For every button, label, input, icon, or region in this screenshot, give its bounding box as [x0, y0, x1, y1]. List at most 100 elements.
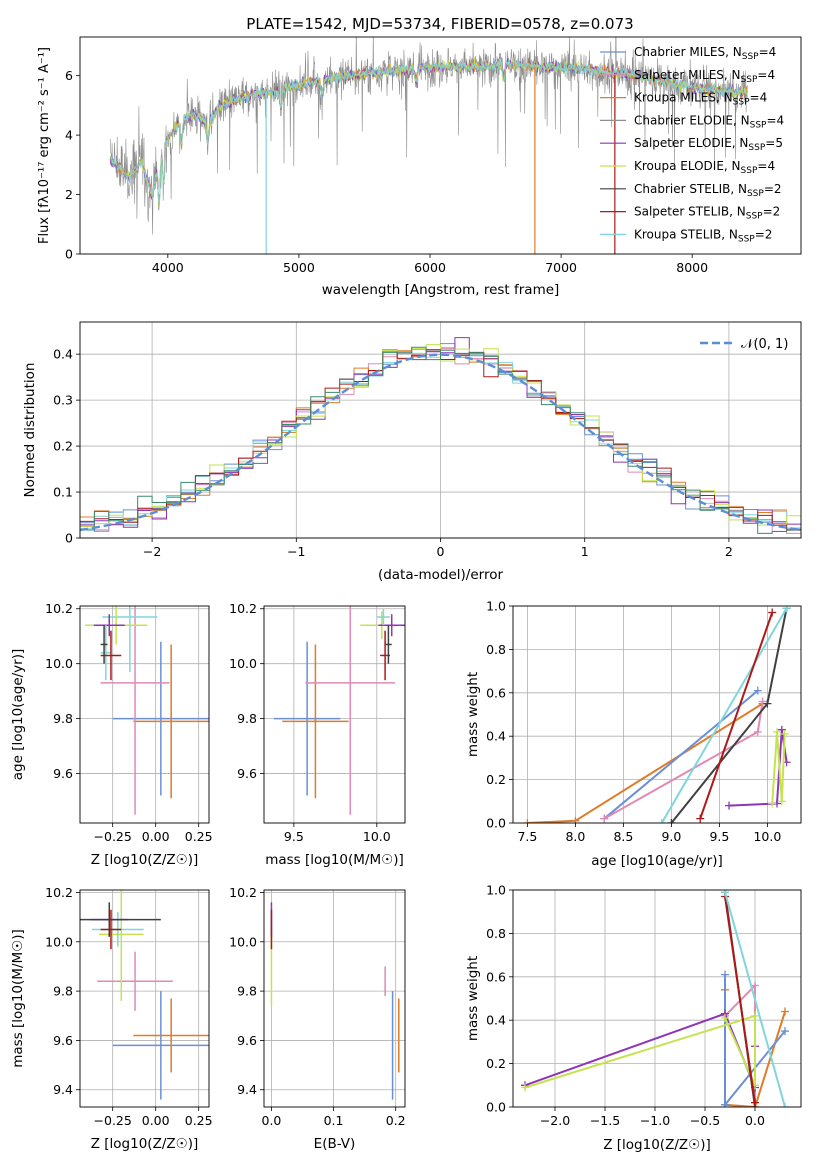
legend-label-suffix: =4 [766, 113, 784, 127]
y-tick-label: 10.0 [45, 656, 73, 671]
weight-series-line [660, 607, 788, 823]
weight-marker [768, 799, 777, 808]
legend-label-sub: SSP [747, 189, 764, 199]
x-axis-label: mass [log10(M/M☉)] [265, 852, 404, 868]
y-tick-label: 6 [65, 68, 73, 83]
axes-frame [263, 605, 406, 824]
axes-frame [512, 605, 802, 824]
x-tick-label: −0.25 [94, 1113, 132, 1128]
weight-marker [721, 970, 729, 979]
legend-label: Kroupa MILES, NSSP=4 [634, 91, 767, 108]
legend-label: Salpeter ELODIE, NSSP=5 [634, 136, 783, 153]
legend-label: Chabrier MILES, NSSP=4 [634, 45, 776, 62]
legend-label-sub: SSP [746, 212, 763, 222]
y-tick-label: 0.0 [486, 816, 506, 831]
x-axis-label: Z [log10(Z/Z☉)] [91, 852, 199, 868]
legend-label-suffix: =4 [757, 68, 775, 82]
y-tick-label: 9.4 [237, 1082, 257, 1097]
x-tick-label: 6000 [414, 260, 446, 275]
legend-label-sub: SSP [741, 75, 758, 85]
weight-series-line [603, 689, 759, 820]
y-tick-label: 9.8 [237, 984, 257, 999]
y-tick-label: 10.0 [45, 934, 73, 949]
chart-residuals: −2 −1 0 1 2 0 0.1 0.2 0.3 0.4 (data-model)/error No… [22, 321, 802, 583]
legend-label: Kroupa ELODIE, NSSP=4 [634, 159, 775, 176]
chart-age_vs_mass: 9.5 10.0 9.6 9.8 10.0 10.2 mass [log10(M/M☉)] [229, 601, 406, 868]
x-tick-label: 0.0 [262, 1113, 282, 1128]
legend-label: Chabrier STELIB, NSSP=2 [634, 182, 782, 199]
y-tick-label: 0.4 [486, 1013, 506, 1028]
weight-series-line [724, 896, 756, 1103]
x-tick-label: 0.2 [386, 1113, 406, 1128]
legend-label-sub: SSP [748, 143, 765, 153]
legend-label-sub: SSP [738, 234, 755, 244]
legend-label-sub: SSP [742, 52, 759, 62]
legend-label-main: Chabrier MILES, N [634, 45, 742, 59]
y-tick-label: 0 [65, 531, 73, 546]
legend-label-main: Kroupa STELIB, N [634, 227, 738, 241]
x-tick-label: 0.25 [185, 829, 213, 844]
legend-label-suffix: =4 [757, 159, 775, 173]
grid [264, 606, 405, 823]
y-tick-label: 10.0 [229, 934, 257, 949]
y-tick-label: 0 [65, 247, 73, 262]
x-tick-label: 9.5 [284, 829, 304, 844]
axes-frame [79, 36, 802, 255]
plot-area [273, 606, 405, 815]
grid [264, 890, 405, 1107]
x-axis-label: E(B-V) [314, 1136, 356, 1152]
chart-mass_vs_Z: −0.25 0.00 0.25 9.4 9.6 9.8 10.0 10.2 Z [log10(Z… [10, 885, 213, 1152]
legend-label-main: Kroupa ELODIE, N [634, 159, 741, 173]
spectrum-series-line [109, 57, 748, 207]
x-tick-label: 0.1 [324, 1113, 344, 1128]
x-tick-label: 10.0 [363, 829, 391, 844]
y-tick-label: 10.0 [229, 656, 257, 671]
weight-series-line [524, 1014, 756, 1089]
y-tick-label: 0.6 [486, 685, 506, 700]
x-tick-label: 0.00 [142, 829, 170, 844]
weight-marker [781, 1103, 789, 1107]
grid [80, 890, 209, 1107]
y-tick-label: 0.4 [486, 729, 506, 744]
x-axis-label: (data-model)/error [378, 567, 504, 583]
y-tick-label: 0.1 [53, 485, 73, 500]
y-tick-label: 0.4 [53, 347, 73, 362]
weight-marker [758, 697, 767, 706]
legend-label-main: Chabrier ELODIE, N [634, 113, 750, 127]
legend-label-suffix: =4 [759, 45, 777, 59]
x-tick-label: 0.00 [142, 1113, 170, 1128]
plot-area [85, 606, 209, 815]
x-axis-label: wavelength [Angstrom, rest frame] [322, 282, 560, 298]
spectrum-series-line [109, 37, 748, 235]
weight-marker [781, 1007, 789, 1016]
weight-marker [751, 981, 759, 990]
axes-frame [79, 321, 802, 539]
y-axis-label: mass [log10(M/M☉)] [10, 929, 26, 1068]
legend-label-main: Salpeter STELIB, N [634, 205, 746, 219]
y-tick-label: 9.8 [237, 711, 257, 726]
weight-marker [768, 608, 777, 617]
x-tick-label: 8.0 [565, 829, 585, 844]
x-tick-label: −0.25 [94, 829, 132, 844]
weight-marker [721, 1014, 729, 1023]
legend-label: Salpeter STELIB, NSSP=2 [634, 205, 780, 222]
plot-area [270, 902, 400, 1100]
x-axis-label: age [log10(age/yr)] [591, 853, 723, 869]
y-tick-label: 9.6 [237, 1033, 257, 1048]
weight-marker [781, 1027, 789, 1036]
axes-frame [512, 889, 802, 1108]
figure-title: PLATE=1542, MJD=53734, FIBERID=0578, z=0… [246, 15, 633, 33]
plot-area [109, 37, 748, 254]
x-tick-label: −1 [287, 544, 305, 559]
x-axis-label: Z [log10(Z/Z☉)] [91, 1136, 199, 1152]
y-axis-label: age [log10(age/yr)] [10, 649, 26, 781]
legend-label-main: Salpeter ELODIE, N [634, 136, 748, 150]
y-tick-label: 9.6 [53, 766, 73, 781]
plot-area [80, 337, 801, 534]
y-tick-label: 10.2 [229, 601, 257, 616]
x-tick-label: −1.0 [640, 1113, 670, 1128]
chart-weight_vs_age: 7.5 8.0 8.5 9.0 9.5 10.0 0.0 0.2 0.4 0.6 0.8 1.0 age… [465, 599, 802, 869]
legend-label-main: Salpeter MILES, N [634, 68, 741, 82]
weight-marker [725, 801, 733, 810]
